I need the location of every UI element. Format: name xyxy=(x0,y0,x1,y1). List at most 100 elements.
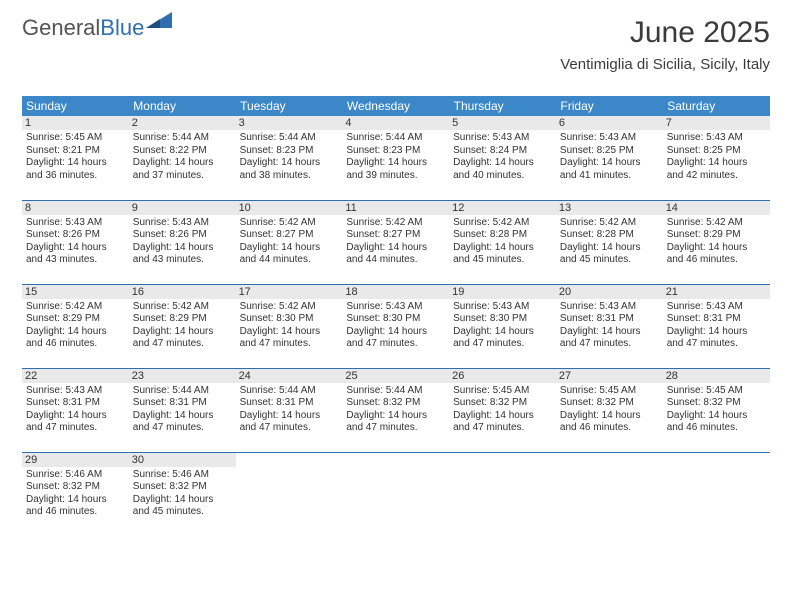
daylight-line-1: Daylight: 14 hours xyxy=(26,326,125,339)
calendar-cell: 14Sunrise: 5:42 AMSunset: 8:29 PMDayligh… xyxy=(663,200,770,284)
daylight-line-2: and 44 minutes. xyxy=(240,254,339,267)
daylight-line-2: and 46 minutes. xyxy=(667,254,766,267)
calendar-cell: 21Sunrise: 5:43 AMSunset: 8:31 PMDayligh… xyxy=(663,284,770,368)
calendar-cell xyxy=(342,452,449,536)
day-number: 24 xyxy=(236,369,343,383)
sunset-line: Sunset: 8:30 PM xyxy=(346,313,445,326)
calendar-cell: 19Sunrise: 5:43 AMSunset: 8:30 PMDayligh… xyxy=(449,284,556,368)
calendar-cell: 10Sunrise: 5:42 AMSunset: 8:27 PMDayligh… xyxy=(236,200,343,284)
calendar-cell xyxy=(236,452,343,536)
daylight-line-1: Daylight: 14 hours xyxy=(133,494,232,507)
daylight-line-2: and 43 minutes. xyxy=(26,254,125,267)
day-number: 26 xyxy=(449,369,556,383)
daylight-line-2: and 47 minutes. xyxy=(240,338,339,351)
sunrise-line: Sunrise: 5:44 AM xyxy=(133,132,232,145)
calendar-cell: 30Sunrise: 5:46 AMSunset: 8:32 PMDayligh… xyxy=(129,452,236,536)
daylight-line-2: and 46 minutes. xyxy=(26,338,125,351)
sunset-line: Sunset: 8:25 PM xyxy=(560,145,659,158)
daylight-line-2: and 44 minutes. xyxy=(346,254,445,267)
sunrise-line: Sunrise: 5:43 AM xyxy=(667,132,766,145)
daylight-line-2: and 36 minutes. xyxy=(26,170,125,183)
calendar-cell: 15Sunrise: 5:42 AMSunset: 8:29 PMDayligh… xyxy=(22,284,129,368)
sunset-line: Sunset: 8:29 PM xyxy=(26,313,125,326)
month-title: June 2025 xyxy=(560,16,770,50)
daylight-line-1: Daylight: 14 hours xyxy=(560,242,659,255)
calendar-cell: 5Sunrise: 5:43 AMSunset: 8:24 PMDaylight… xyxy=(449,116,556,200)
day-number: 13 xyxy=(556,201,663,215)
calendar-cell: 12Sunrise: 5:42 AMSunset: 8:28 PMDayligh… xyxy=(449,200,556,284)
daylight-line-1: Daylight: 14 hours xyxy=(240,242,339,255)
daylight-line-2: and 45 minutes. xyxy=(133,506,232,519)
weekday-header: Monday xyxy=(129,96,236,116)
daylight-line-2: and 47 minutes. xyxy=(133,338,232,351)
daylight-line-2: and 45 minutes. xyxy=(453,254,552,267)
sunrise-line: Sunrise: 5:44 AM xyxy=(346,385,445,398)
day-number: 20 xyxy=(556,285,663,299)
sunrise-line: Sunrise: 5:42 AM xyxy=(560,217,659,230)
logo-part2: Blue xyxy=(100,15,144,40)
sunset-line: Sunset: 8:30 PM xyxy=(453,313,552,326)
calendar-cell: 26Sunrise: 5:45 AMSunset: 8:32 PMDayligh… xyxy=(449,368,556,452)
calendar-row: 8Sunrise: 5:43 AMSunset: 8:26 PMDaylight… xyxy=(22,200,770,284)
calendar-cell: 11Sunrise: 5:42 AMSunset: 8:27 PMDayligh… xyxy=(342,200,449,284)
sunrise-line: Sunrise: 5:43 AM xyxy=(453,132,552,145)
calendar-table: Sunday Monday Tuesday Wednesday Thursday… xyxy=(22,96,770,536)
weekday-header: Friday xyxy=(556,96,663,116)
calendar-cell: 8Sunrise: 5:43 AMSunset: 8:26 PMDaylight… xyxy=(22,200,129,284)
daylight-line-2: and 39 minutes. xyxy=(346,170,445,183)
sunset-line: Sunset: 8:31 PM xyxy=(560,313,659,326)
calendar-cell: 23Sunrise: 5:44 AMSunset: 8:31 PMDayligh… xyxy=(129,368,236,452)
day-number: 6 xyxy=(556,116,663,130)
daylight-line-2: and 40 minutes. xyxy=(453,170,552,183)
day-number: 15 xyxy=(22,285,129,299)
daylight-line-1: Daylight: 14 hours xyxy=(453,242,552,255)
daylight-line-2: and 47 minutes. xyxy=(346,338,445,351)
calendar-cell: 9Sunrise: 5:43 AMSunset: 8:26 PMDaylight… xyxy=(129,200,236,284)
calendar-cell: 28Sunrise: 5:45 AMSunset: 8:32 PMDayligh… xyxy=(663,368,770,452)
sunrise-line: Sunrise: 5:42 AM xyxy=(240,217,339,230)
day-number: 9 xyxy=(129,201,236,215)
day-number: 7 xyxy=(663,116,770,130)
calendar-cell xyxy=(556,452,663,536)
sunset-line: Sunset: 8:31 PM xyxy=(667,313,766,326)
daylight-line-1: Daylight: 14 hours xyxy=(133,326,232,339)
daylight-line-2: and 46 minutes. xyxy=(560,422,659,435)
weekday-header-row: Sunday Monday Tuesday Wednesday Thursday… xyxy=(22,96,770,116)
daylight-line-1: Daylight: 14 hours xyxy=(133,157,232,170)
daylight-line-1: Daylight: 14 hours xyxy=(453,157,552,170)
daylight-line-1: Daylight: 14 hours xyxy=(26,242,125,255)
daylight-line-2: and 45 minutes. xyxy=(560,254,659,267)
calendar-cell: 6Sunrise: 5:43 AMSunset: 8:25 PMDaylight… xyxy=(556,116,663,200)
sunset-line: Sunset: 8:26 PM xyxy=(133,229,232,242)
calendar-cell: 1Sunrise: 5:45 AMSunset: 8:21 PMDaylight… xyxy=(22,116,129,200)
daylight-line-2: and 38 minutes. xyxy=(240,170,339,183)
weekday-header: Sunday xyxy=(22,96,129,116)
calendar-cell: 24Sunrise: 5:44 AMSunset: 8:31 PMDayligh… xyxy=(236,368,343,452)
sunset-line: Sunset: 8:22 PM xyxy=(133,145,232,158)
sunrise-line: Sunrise: 5:42 AM xyxy=(133,301,232,314)
calendar-row: 15Sunrise: 5:42 AMSunset: 8:29 PMDayligh… xyxy=(22,284,770,368)
sunrise-line: Sunrise: 5:43 AM xyxy=(26,385,125,398)
daylight-line-1: Daylight: 14 hours xyxy=(346,410,445,423)
weekday-header: Tuesday xyxy=(236,96,343,116)
sunset-line: Sunset: 8:29 PM xyxy=(667,229,766,242)
sunset-line: Sunset: 8:31 PM xyxy=(26,397,125,410)
calendar-cell: 18Sunrise: 5:43 AMSunset: 8:30 PMDayligh… xyxy=(342,284,449,368)
daylight-line-1: Daylight: 14 hours xyxy=(453,410,552,423)
calendar-cell xyxy=(449,452,556,536)
logo-text: GeneralBlue xyxy=(22,17,144,39)
daylight-line-1: Daylight: 14 hours xyxy=(560,326,659,339)
day-number: 4 xyxy=(342,116,449,130)
location: Ventimiglia di Sicilia, Sicily, Italy xyxy=(560,56,770,73)
daylight-line-1: Daylight: 14 hours xyxy=(560,410,659,423)
daylight-line-2: and 46 minutes. xyxy=(26,506,125,519)
sunset-line: Sunset: 8:31 PM xyxy=(240,397,339,410)
daylight-line-2: and 47 minutes. xyxy=(346,422,445,435)
sunrise-line: Sunrise: 5:46 AM xyxy=(133,469,232,482)
day-number: 18 xyxy=(342,285,449,299)
daylight-line-1: Daylight: 14 hours xyxy=(453,326,552,339)
weekday-header: Wednesday xyxy=(342,96,449,116)
sunset-line: Sunset: 8:25 PM xyxy=(667,145,766,158)
day-number: 17 xyxy=(236,285,343,299)
daylight-line-2: and 41 minutes. xyxy=(560,170,659,183)
